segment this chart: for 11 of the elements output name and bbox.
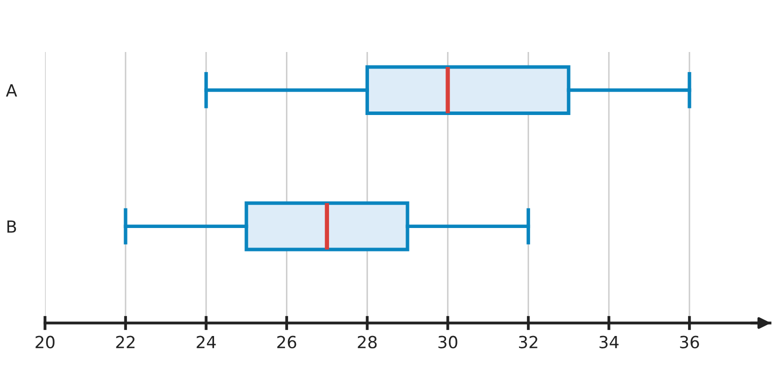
x-tick-label: 30 xyxy=(438,336,458,348)
x-tick-label: 36 xyxy=(680,336,699,348)
x-tick-label: 20 xyxy=(36,336,54,348)
x-tick-label: 26 xyxy=(277,336,296,348)
x-tick-label: 24 xyxy=(196,336,216,348)
x-tick-label: 34 xyxy=(600,336,619,348)
x-tick-label: 28 xyxy=(358,336,377,348)
x-tick-label: 22 xyxy=(116,336,134,348)
x-tick-label: 32 xyxy=(519,336,538,348)
y-tick-label: A xyxy=(6,84,18,96)
y-tick-label: B xyxy=(7,220,16,233)
